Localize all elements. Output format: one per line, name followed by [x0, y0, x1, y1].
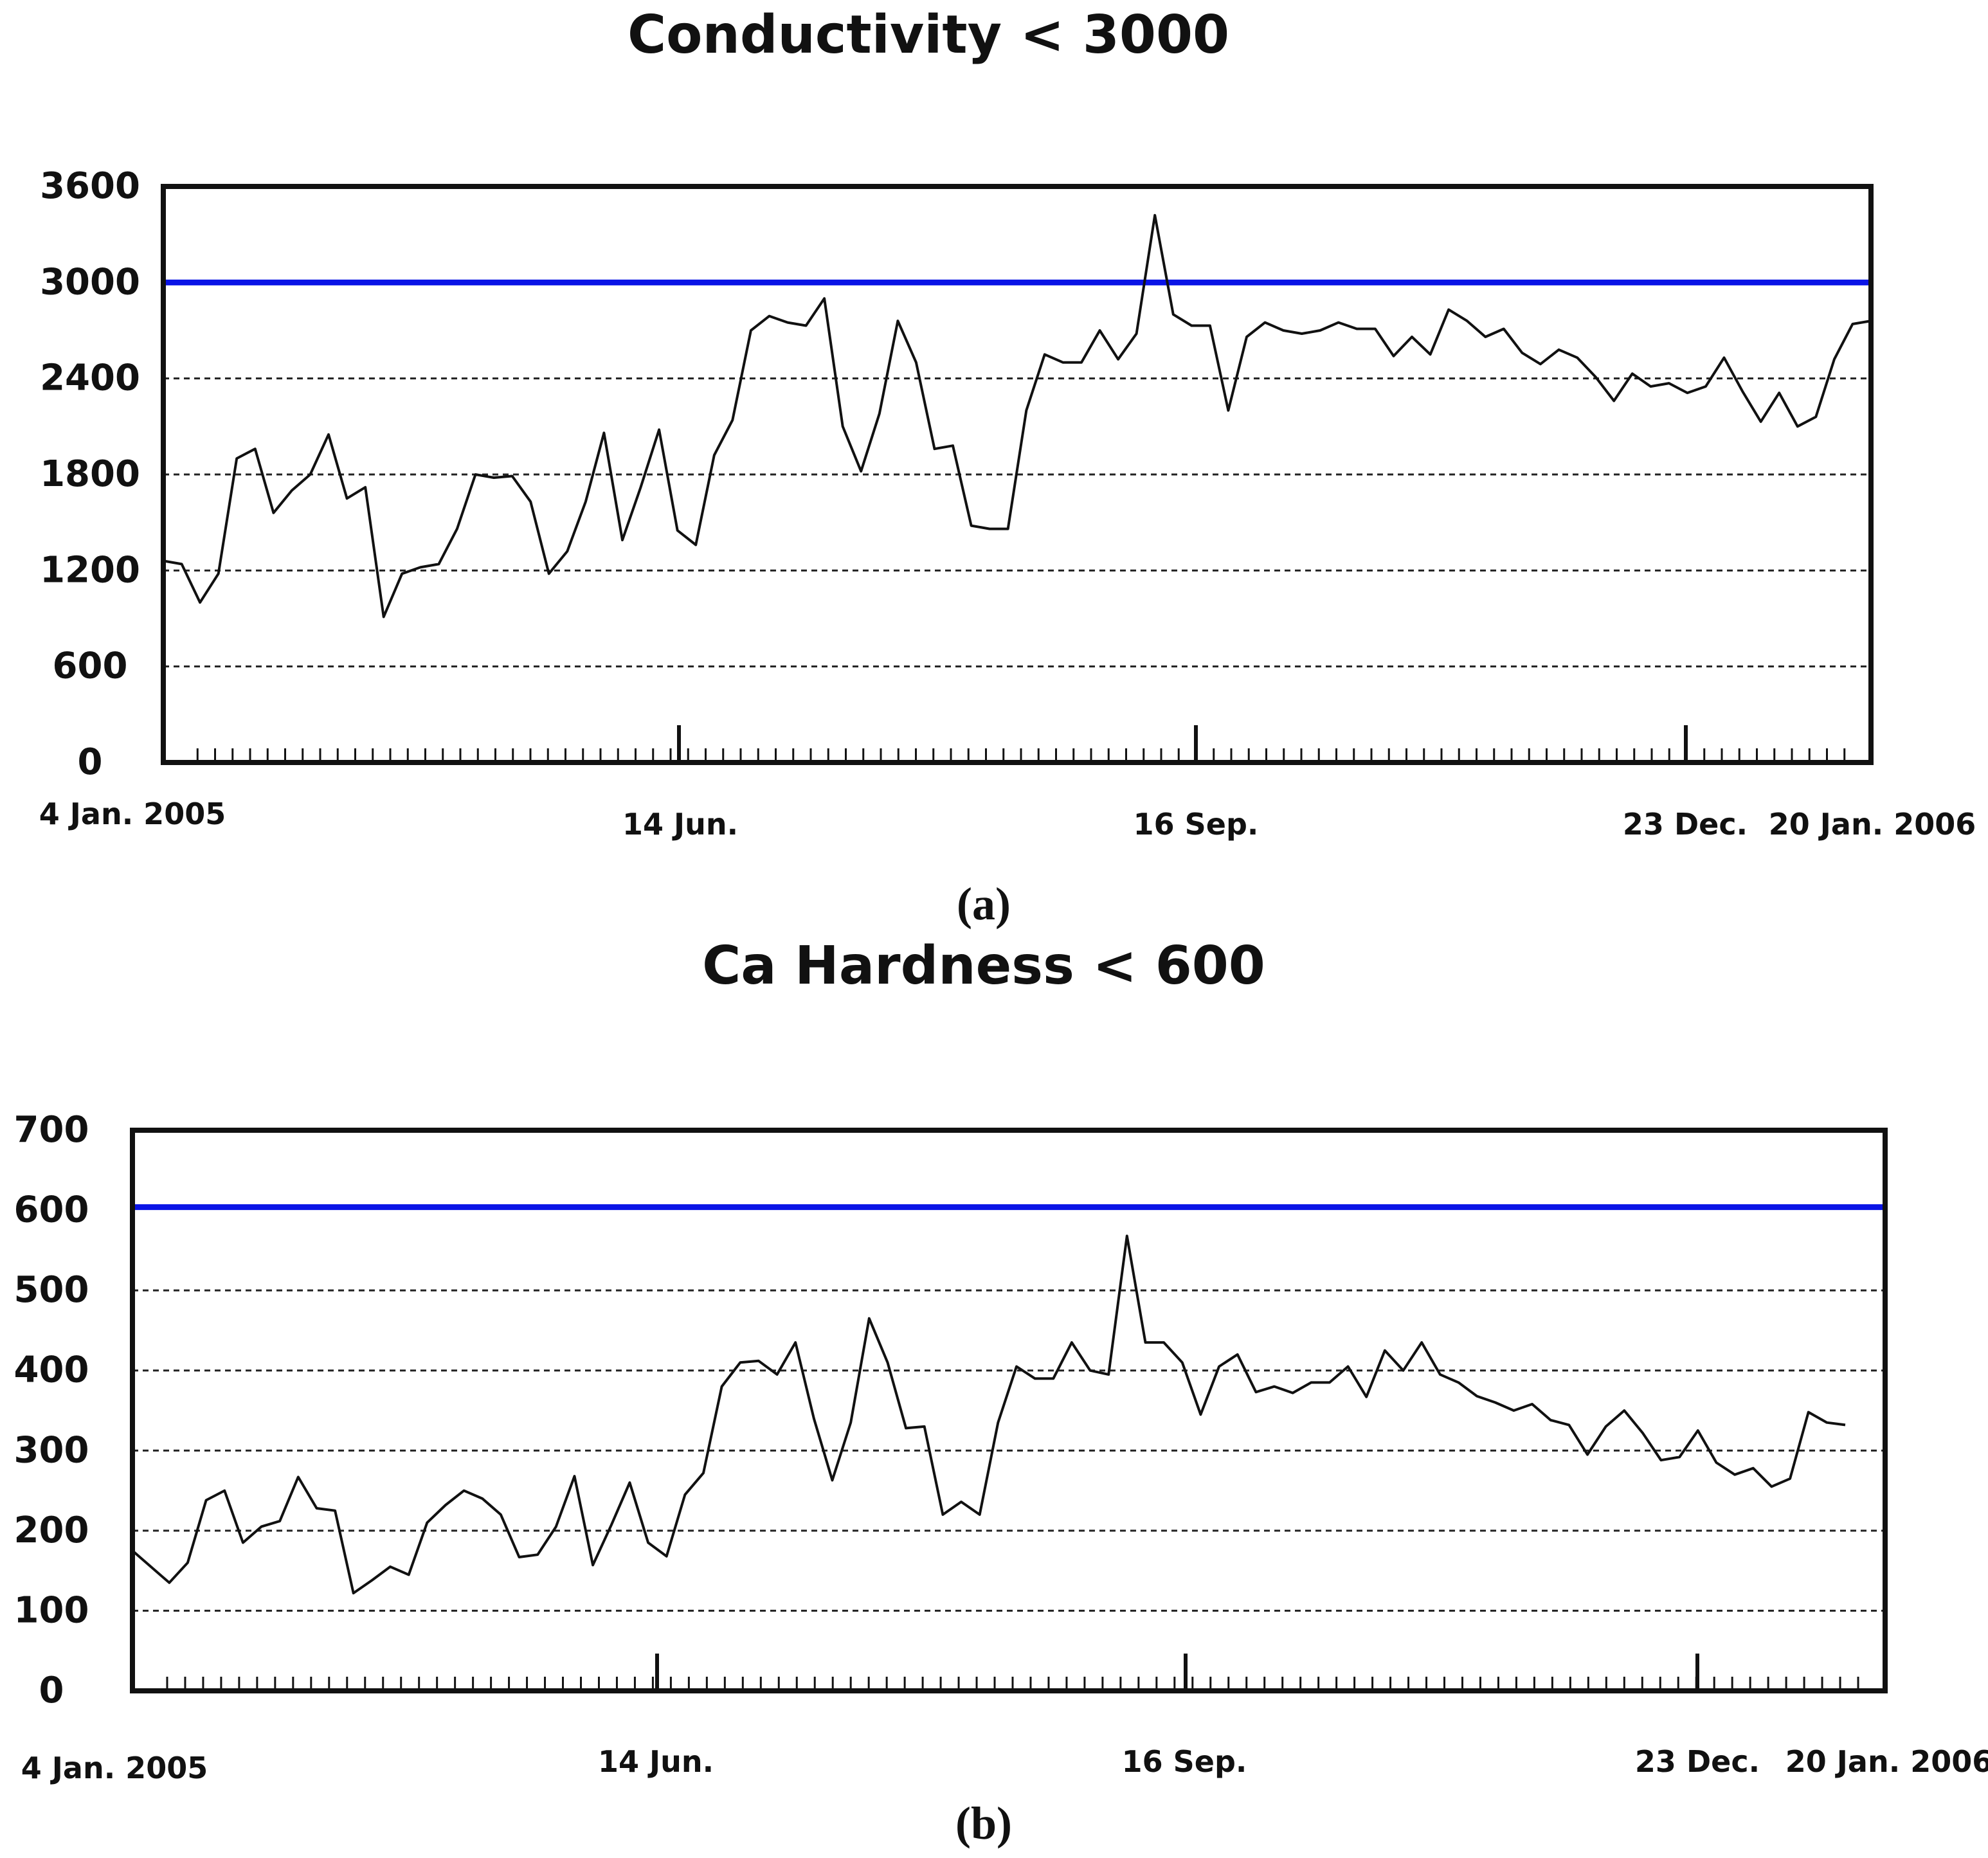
- chart-a-y-tick-label: 1200: [40, 549, 140, 591]
- panel-label-a: (a): [957, 878, 1011, 930]
- chart-b-y-tick-label: 300: [14, 1429, 89, 1471]
- chart-b-y-tick-label: 0: [39, 1670, 64, 1711]
- chart-b-x-tick-label: 20 Jan. 2006: [1785, 1744, 1988, 1779]
- chart-a-gridlines: [163, 377, 1871, 668]
- chart-a-x-tick-label: 23 Dec.: [1623, 807, 1748, 842]
- chart-b-x-tick-label: 16 Sep.: [1122, 1744, 1247, 1779]
- chart-b-x-tick-labels: 4 Jan. 2005 14 Jun. 16 Sep. 23 Dec. 20 Jan. …: [21, 1744, 1988, 1785]
- chart-b-x-tick-label: 4 Jan. 2005: [21, 1751, 208, 1785]
- chart-a-y-tick-label: 600: [53, 645, 128, 687]
- chart-a-x-tick-labels: 4 Jan. 2005 14 Jun. 16 Sep. 23 Dec. 20 Jan. …: [39, 797, 1976, 842]
- chart-b-plot-frame: [130, 1128, 1888, 1693]
- chart-b-y-tick-label: 400: [14, 1349, 89, 1391]
- chart-b-y-tick-label: 600: [14, 1189, 89, 1231]
- chart-a-major-ticks: [677, 725, 1688, 760]
- chart-b-major-ticks: [655, 1654, 1699, 1688]
- chart-a-series-line: [163, 213, 1872, 618]
- chart-b-y-tick-label: 700: [14, 1109, 89, 1151]
- chart-b-x-tick-label: 23 Dec.: [1635, 1744, 1760, 1779]
- chart-a-x-tick-label: 4 Jan. 2005: [39, 797, 226, 831]
- chart-b: Ca Hardness < 600 0 100 200 300 400 500 600 700…: [14, 935, 1988, 1849]
- chart-a-y-tick-label: 1800: [40, 453, 140, 495]
- chart-a-x-tick-label: 20 Jan. 2006: [1769, 807, 1976, 842]
- chart-b-title: Ca Hardness < 600: [702, 935, 1265, 997]
- chart-a-x-tick-label: 14 Jun.: [622, 807, 738, 842]
- chart-b-y-tick-label: 500: [14, 1269, 89, 1311]
- chart-a-y-tick-label: 2400: [40, 357, 140, 399]
- panel-label-b: (b): [955, 1798, 1012, 1849]
- chart-b-y-tick-labels: 0 100 200 300 400 500 600 700: [14, 1109, 89, 1711]
- chart-a-y-tick-label: 0: [78, 741, 103, 783]
- chart-a-x-tick-label: 16 Sep.: [1134, 807, 1259, 842]
- chart-b-x-tick-label: 14 Jun.: [598, 1744, 714, 1779]
- chart-b-y-tick-label: 200: [14, 1510, 89, 1551]
- chart-a-y-tick-labels: 0 600 1200 1800 2400 3000 3600: [40, 165, 140, 783]
- chart-a: Conductivity < 3000 0 600 1200 1800 2400 3000…: [39, 5, 1976, 930]
- chart-a-plot-frame: [161, 184, 1874, 765]
- chart-b-y-tick-label: 100: [14, 1589, 89, 1631]
- chart-a-minor-ticks: [196, 748, 1846, 760]
- chart-a-y-tick-label: 3000: [40, 261, 140, 303]
- chart-a-title: Conductivity < 3000: [628, 5, 1229, 66]
- chart-b-gridlines: [132, 1289, 1885, 1612]
- chart-b-minor-ticks: [166, 1677, 1859, 1688]
- chart-a-y-tick-label: 3600: [40, 165, 140, 207]
- chart-b-series-line: [131, 1234, 1846, 1594]
